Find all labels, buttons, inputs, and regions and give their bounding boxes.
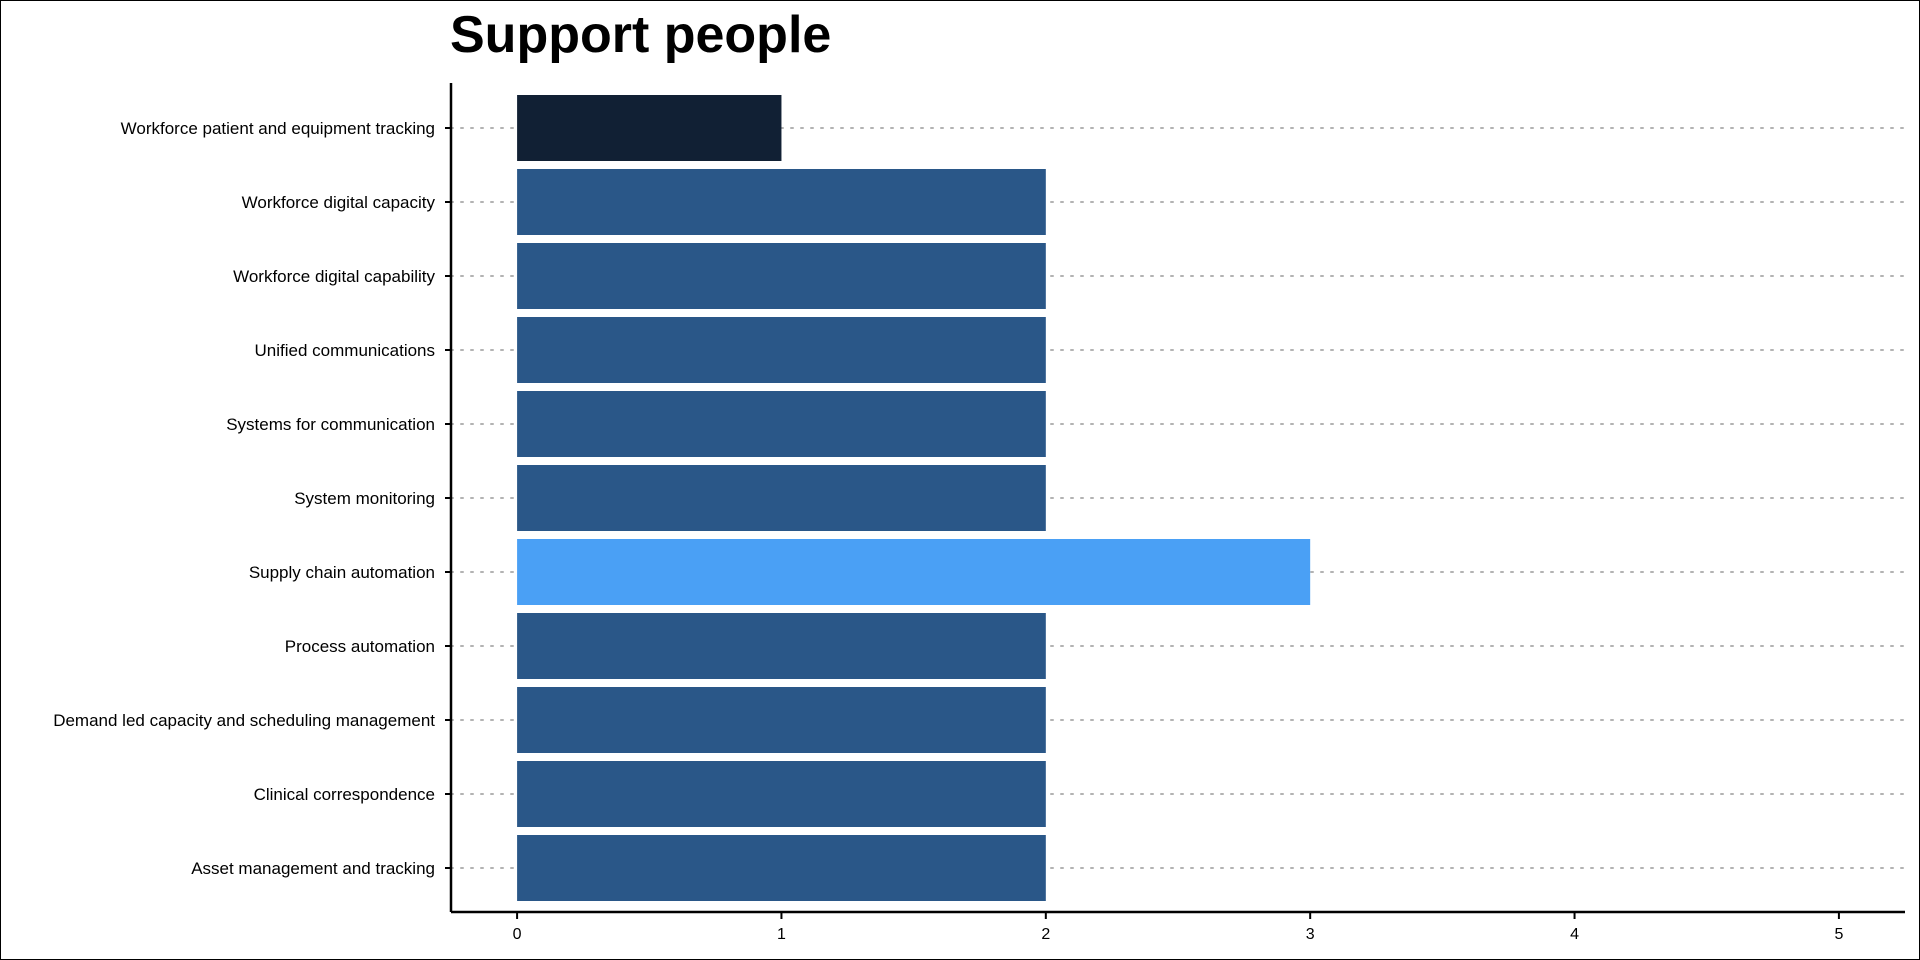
bar: [517, 391, 1046, 457]
y-axis-ticks: Workforce patient and equipment tracking…: [53, 119, 451, 878]
y-tick-label: Workforce digital capacity: [242, 193, 436, 212]
y-tick-label: Systems for communication: [226, 415, 435, 434]
bar: [517, 761, 1046, 827]
bar: [517, 169, 1046, 235]
x-axis-ticks: 0 1 2 3 4 5: [513, 912, 1843, 943]
bar: [517, 539, 1311, 605]
chart-title: Support people: [450, 6, 832, 64]
bar: [517, 613, 1046, 679]
x-tick-label: 5: [1834, 926, 1843, 943]
y-tick-label: Supply chain automation: [249, 563, 435, 582]
y-tick-label: Process automation: [285, 637, 435, 656]
y-tick-label: Clinical correspondence: [254, 785, 435, 804]
y-tick-label: Demand led capacity and scheduling manag…: [53, 711, 435, 730]
bar: [517, 243, 1046, 309]
bar: [517, 465, 1046, 531]
x-tick-label: 1: [777, 926, 786, 943]
x-tick-label: 3: [1306, 926, 1315, 943]
bar: [517, 317, 1046, 383]
y-tick-label: System monitoring: [294, 489, 435, 508]
y-tick-label: Workforce patient and equipment tracking: [121, 119, 435, 138]
bar: [517, 687, 1046, 753]
y-tick-label: Unified communications: [255, 341, 435, 360]
bar: [517, 835, 1046, 901]
y-tick-label: Workforce digital capability: [233, 267, 435, 286]
x-tick-label: 2: [1041, 926, 1050, 943]
bars: [517, 95, 1311, 901]
x-tick-label: 4: [1570, 926, 1579, 943]
bar: [517, 95, 782, 161]
y-tick-label: Asset management and tracking: [191, 859, 435, 878]
x-tick-label: 0: [513, 926, 522, 943]
